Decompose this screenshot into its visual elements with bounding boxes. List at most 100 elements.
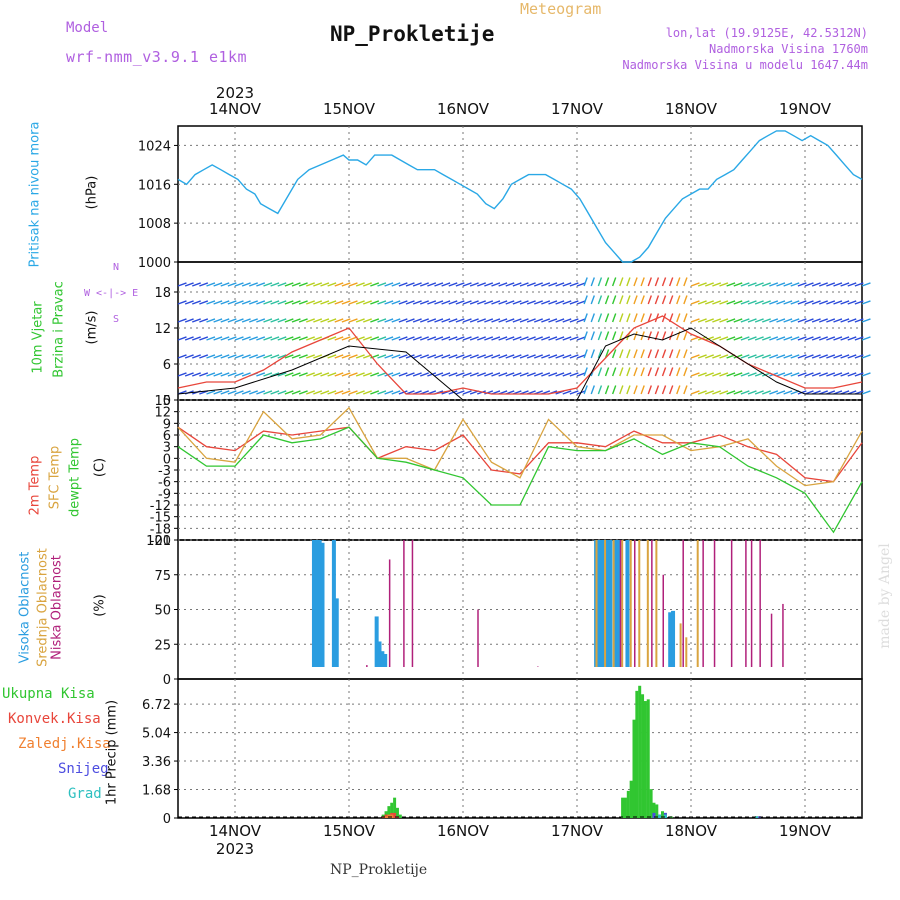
- tick-label-day-top: 18NOV: [665, 100, 718, 118]
- wind-arrow: [847, 336, 857, 341]
- wind-arrow: [647, 367, 652, 377]
- wind-arrow: [740, 336, 750, 341]
- wind-arrow: [234, 390, 244, 395]
- wind-arrow: [213, 336, 223, 341]
- wind-arrow: [241, 336, 251, 341]
- cloud-high-bar: [671, 610, 676, 667]
- tick-label-y: 0: [163, 394, 171, 409]
- lonlat-text: lon,lat (19.9125E, 42.5312N): [665, 26, 868, 40]
- wind-arrow: [555, 282, 565, 287]
- wind-arrow: [277, 372, 287, 377]
- wind-arrow: [826, 318, 836, 323]
- wind-arrow: [797, 318, 807, 323]
- wind-arrow: [298, 390, 308, 395]
- wind-arrow: [213, 282, 223, 287]
- wind-arrow: [391, 282, 401, 287]
- wind-arrow: [526, 372, 536, 377]
- wind-arrow: [192, 282, 201, 287]
- precip-total-bar: [387, 806, 391, 818]
- wind-arrow: [740, 354, 750, 359]
- wind-arrow: [562, 390, 572, 395]
- wind-arrow: [555, 354, 565, 359]
- tick-label-y: 1000: [138, 256, 171, 271]
- wind-arrow: [505, 372, 515, 377]
- cloud-low-bar: [477, 609, 479, 667]
- cloud-low-bar: [745, 540, 747, 667]
- wind-arrow: [448, 318, 458, 323]
- wind-arrow: [355, 300, 365, 305]
- wind-arrow: [541, 336, 551, 341]
- wind-arrow: [199, 336, 209, 341]
- cloud-mid-bar: [685, 637, 688, 667]
- cloud-low-bar: [713, 540, 716, 667]
- wind-arrow: [526, 336, 536, 341]
- wind-arrow: [819, 372, 828, 377]
- wind-arrow: [569, 354, 579, 359]
- wind-arrow: [391, 300, 401, 305]
- wind-arrow: [313, 336, 323, 341]
- wind-arrow: [327, 372, 337, 377]
- wind-arrow: [405, 318, 415, 323]
- wind-arrow: [484, 354, 494, 359]
- wind-arrow: [256, 282, 266, 287]
- wind-arrow: [462, 300, 472, 305]
- wind-arrow: [541, 372, 551, 377]
- wind-arrow: [647, 277, 652, 287]
- wind-arrow: [313, 372, 323, 377]
- wind-arrow: [277, 282, 287, 287]
- wind-arrow: [177, 282, 187, 287]
- wind-arrow: [819, 390, 828, 395]
- wind-arrow: [754, 336, 764, 341]
- wind-arrow: [783, 390, 793, 395]
- wind-arrow: [541, 318, 551, 323]
- wind-arrow: [355, 282, 365, 287]
- wind-arrow: [626, 313, 631, 323]
- wind-arrow: [769, 300, 779, 305]
- cloud-low-bar: [651, 540, 653, 667]
- wind-arrow: [512, 318, 522, 323]
- wind-arrow: [726, 282, 736, 287]
- wind-arrow: [626, 277, 631, 287]
- precip-legend-conv: Konvek.Kisa: [8, 711, 101, 727]
- wind-arrow: [819, 300, 828, 305]
- cloud-low-bar: [366, 665, 368, 667]
- wind-arrow: [270, 372, 280, 377]
- wind-arrow: [227, 300, 237, 305]
- wind-arrow: [398, 354, 408, 359]
- wind-arrow: [249, 300, 258, 305]
- wind-arrow: [477, 336, 486, 341]
- wind-arrow: [391, 390, 401, 395]
- wind-arrow: [619, 385, 624, 395]
- tick-label-day-bottom: 14NOV: [209, 822, 262, 840]
- wind-arrow: [726, 336, 736, 341]
- wind-arrow: [647, 331, 652, 341]
- wind-arrow: [505, 282, 515, 287]
- precip-legend-frozen: Zaledj.Kisa: [18, 736, 111, 752]
- wind-arrow: [769, 354, 779, 359]
- wind-arrow: [733, 354, 743, 359]
- wind-arrow: [334, 318, 344, 323]
- wind-arrow: [341, 300, 351, 305]
- wind-arrow: [355, 354, 365, 359]
- wind-arrow: [177, 336, 187, 341]
- wind-arrow: [861, 318, 871, 323]
- wind-arrow: [861, 282, 871, 287]
- wind-arrow: [604, 313, 610, 323]
- elevation-text: Nadmorska Visina 1760m: [709, 42, 868, 56]
- cloud-low-bar: [619, 540, 622, 667]
- wind-arrow: [184, 354, 194, 359]
- wind-arrow: [434, 318, 444, 323]
- cloud-high-bar: [599, 540, 604, 667]
- wind-arrow: [405, 372, 415, 377]
- wind-arrow: [697, 318, 707, 323]
- wind-arrow: [427, 282, 437, 287]
- precip-total-bar: [652, 802, 656, 818]
- wind-arrow: [434, 336, 444, 341]
- wind-arrow: [754, 282, 764, 287]
- model-elevation-text: Nadmorska Visina u modelu 1647.44m: [622, 58, 868, 72]
- wind-arrow: [298, 354, 308, 359]
- cloud-mid-bar: [604, 540, 607, 667]
- wind-arrow: [448, 354, 458, 359]
- wind-arrow: [412, 300, 422, 305]
- tick-label-day-top: 16NOV: [437, 100, 490, 118]
